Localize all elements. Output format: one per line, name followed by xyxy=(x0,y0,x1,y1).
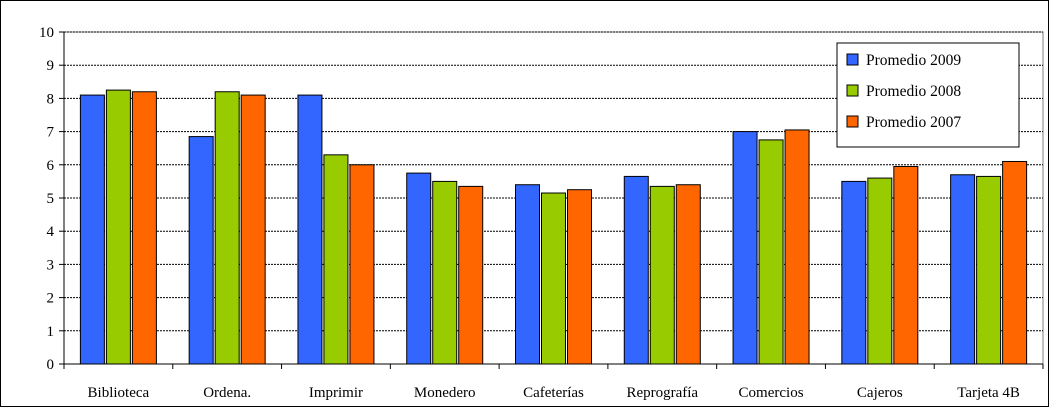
bar-3-7 xyxy=(784,129,810,365)
x-category-label: Comercios xyxy=(739,385,804,401)
legend-entry: Promedio 2009 xyxy=(866,52,961,69)
y-tick-label: 8 xyxy=(47,91,55,107)
bar-2-5 xyxy=(541,192,566,365)
bars xyxy=(79,89,1028,365)
bar-3-9 xyxy=(1002,160,1028,365)
x-category-label: Reprografía xyxy=(626,385,698,401)
x-category-label: Biblioteca xyxy=(88,385,150,401)
y-tick-label: 5 xyxy=(47,191,55,207)
bar-1-5 xyxy=(515,184,540,365)
legend-entry: Promedio 2007 xyxy=(866,114,961,131)
bar-1-8 xyxy=(841,180,867,365)
bar-1-4 xyxy=(406,172,432,365)
bar-3-2 xyxy=(240,94,266,365)
bar-2-2 xyxy=(214,91,240,365)
y-tick-label: 7 xyxy=(47,125,55,141)
bar-1-2 xyxy=(188,136,214,365)
bar-3-6 xyxy=(675,184,701,365)
y-tick-label: 0 xyxy=(47,357,55,373)
legend-box xyxy=(836,42,1020,148)
y-tick-label: 1 xyxy=(47,324,55,340)
bar-2-8 xyxy=(867,177,893,365)
y-tick-label: 9 xyxy=(47,58,55,74)
bar-1-3 xyxy=(297,94,323,365)
bar-3-3 xyxy=(349,164,375,365)
y-tick-labels: 0 1 2 3 4 5 6 7 8 9 10 xyxy=(39,25,55,373)
legend-swatch xyxy=(846,84,859,97)
legend: Promedio 2009 Promedio 2008 Promedio 2007 xyxy=(836,42,1020,148)
x-category-label: Cafeterías xyxy=(523,385,584,401)
bar-1-6 xyxy=(623,175,649,365)
bar-2-3 xyxy=(323,154,349,365)
bar-1-9 xyxy=(950,174,976,365)
x-category-label: Cajeros xyxy=(857,385,903,401)
x-category-label: Imprimir xyxy=(309,385,363,401)
bar-2-6 xyxy=(649,185,675,365)
legend-swatch xyxy=(846,115,859,128)
legend-entry: Promedio 2008 xyxy=(866,83,961,100)
bar-2-4 xyxy=(432,180,458,365)
bar-1-7 xyxy=(732,131,758,365)
y-tick-label: 2 xyxy=(47,291,55,307)
x-category-label: Tarjeta 4B xyxy=(957,385,1020,401)
bar-3-1 xyxy=(131,91,157,365)
y-tick-label: 10 xyxy=(39,25,54,41)
x-category-label: Monedero xyxy=(414,385,476,401)
bar-1-1 xyxy=(79,94,105,365)
x-category-label: Ordena. xyxy=(203,385,251,401)
bar-3-8 xyxy=(893,165,919,365)
y-tick-label: 4 xyxy=(47,224,55,240)
bar-2-1 xyxy=(105,89,131,365)
y-tick-label: 6 xyxy=(47,158,55,174)
legend-swatch xyxy=(846,53,859,66)
y-tick-label: 3 xyxy=(47,257,55,273)
bar-3-5 xyxy=(567,189,592,365)
bar-3-4 xyxy=(458,185,484,365)
category-labels: Biblioteca Ordena. Imprimir Monedero Cafeter… xyxy=(88,385,1020,401)
bar-2-7 xyxy=(758,139,784,365)
axes xyxy=(59,31,1044,369)
bar-2-9 xyxy=(976,175,1002,365)
